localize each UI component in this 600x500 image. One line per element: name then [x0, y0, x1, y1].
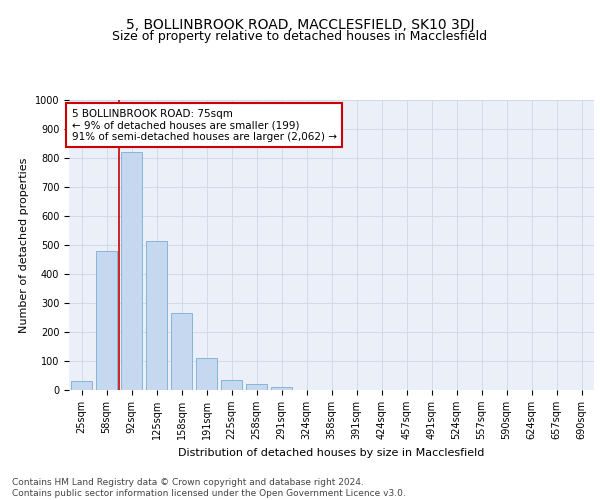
Bar — [121, 152, 142, 390]
Text: 5 BOLLINBROOK ROAD: 75sqm
← 9% of detached houses are smaller (199)
91% of semi-: 5 BOLLINBROOK ROAD: 75sqm ← 9% of detach… — [71, 108, 337, 142]
Text: Contains HM Land Registry data © Crown copyright and database right 2024.
Contai: Contains HM Land Registry data © Crown c… — [12, 478, 406, 498]
Y-axis label: Number of detached properties: Number of detached properties — [19, 158, 29, 332]
Bar — [196, 358, 217, 390]
Bar — [71, 382, 92, 390]
Bar — [221, 380, 242, 390]
Text: Size of property relative to detached houses in Macclesfield: Size of property relative to detached ho… — [112, 30, 488, 43]
X-axis label: Distribution of detached houses by size in Macclesfield: Distribution of detached houses by size … — [178, 448, 485, 458]
Text: 5, BOLLINBROOK ROAD, MACCLESFIELD, SK10 3DJ: 5, BOLLINBROOK ROAD, MACCLESFIELD, SK10 … — [126, 18, 474, 32]
Bar — [271, 387, 292, 390]
Bar — [146, 240, 167, 390]
Bar — [171, 313, 192, 390]
Bar — [246, 384, 267, 390]
Bar — [96, 251, 117, 390]
